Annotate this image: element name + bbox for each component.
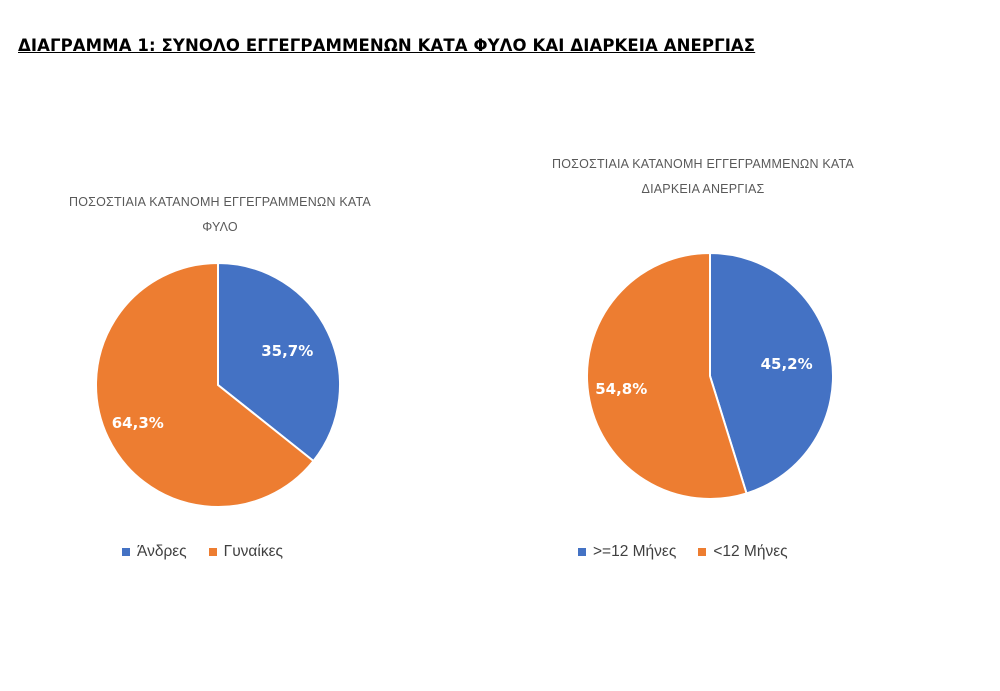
- data-label-men: 35,7%: [261, 342, 313, 360]
- legend-item-men: Άνδρες: [122, 543, 187, 561]
- legend-label-men: Άνδρες: [137, 543, 187, 560]
- gender-chart-title-line1: ΠΟΣΟΣΤΙΑΙΑ ΚΑΤΑΝΟΜΗ ΕΓΓΕΓΡΑΜΜΕΝΩΝ ΚΑΤΑ: [69, 195, 371, 209]
- legend-label-long-term: >=12 Μήνες: [593, 543, 677, 560]
- data-label-women: 64,3%: [112, 414, 164, 432]
- page-title: ΔΙΑΓΡΑΜΜΑ 1: ΣΥΝΟΛΟ ΕΓΓΕΓΡΑΜΜΕΝΩΝ ΚΑΤΑ Φ…: [18, 36, 756, 55]
- duration-chart-title-line2: ΔΙΑΡΚΕΙΑ ΑΝΕΡΓΙΑΣ: [641, 182, 765, 196]
- pie-slice-long-term: [709, 251, 834, 495]
- data-label-short-term: 54,8%: [595, 380, 647, 398]
- legend-item-long-term: >=12 Μήνες: [578, 543, 676, 561]
- pie-slice-women: [95, 261, 315, 508]
- legend-swatch-women: [208, 548, 217, 556]
- legend-swatch-short-term: [698, 548, 707, 556]
- duration-chart-title-line1: ΠΟΣΟΣΤΙΑΙΑ ΚΑΤΑΝΟΜΗ ΕΓΓΕΓΡΑΜΜΕΝΩΝ ΚΑΤΑ: [552, 157, 854, 171]
- duration-chart-title: ΠΟΣΟΣΤΙΑΙΑ ΚΑΤΑΝΟΜΗ ΕΓΓΕΓΡΑΜΜΕΝΩΝ ΚΑΤΑ Δ…: [503, 152, 903, 202]
- data-label-long-term: 45,2%: [761, 355, 813, 373]
- gender-chart-title-line2: ΦΥΛΟ: [202, 220, 238, 234]
- gender-legend: Άνδρες Γυναίκες: [122, 543, 283, 561]
- legend-swatch-long-term: [578, 548, 586, 556]
- legend-item-women: Γυναίκες: [208, 543, 283, 561]
- legend-label-short-term: <12 Μήνες: [713, 543, 788, 560]
- legend-label-women: Γυναίκες: [223, 543, 283, 560]
- legend-item-short-term: <12 Μήνες: [698, 543, 788, 561]
- pie-slice-short-term: [585, 251, 748, 500]
- pie-slice-men: [217, 261, 341, 463]
- legend-swatch-men: [122, 548, 130, 556]
- duration-legend: >=12 Μήνες <12 Μήνες: [578, 543, 788, 561]
- gender-chart-title: ΠΟΣΟΣΤΙΑΙΑ ΚΑΤΑΝΟΜΗ ΕΓΓΕΓΡΑΜΜΕΝΩΝ ΚΑΤΑ Φ…: [20, 190, 420, 240]
